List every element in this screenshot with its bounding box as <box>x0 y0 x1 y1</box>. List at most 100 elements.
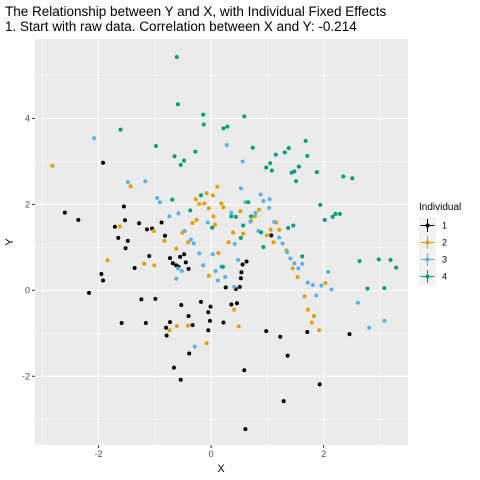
data-point-individual-3 <box>232 284 237 289</box>
data-point-individual-1 <box>179 302 184 307</box>
data-point-individual-1 <box>178 254 183 259</box>
data-point-individual-2 <box>252 214 257 219</box>
data-point-individual-2 <box>241 231 246 236</box>
data-point-individual-4 <box>296 164 301 169</box>
data-point-individual-1 <box>76 217 81 222</box>
data-point-individual-2 <box>323 281 328 286</box>
data-point-individual-3 <box>272 220 277 225</box>
data-point-individual-1 <box>244 259 249 264</box>
legend-key-point <box>425 223 430 228</box>
data-point-individual-3 <box>326 269 331 274</box>
data-point-individual-4 <box>318 202 323 207</box>
data-point-individual-1 <box>285 353 290 358</box>
data-point-individual-4 <box>388 257 393 262</box>
data-point-individual-4 <box>210 225 215 230</box>
data-point-individual-1 <box>168 320 173 325</box>
data-point-individual-3 <box>125 180 130 185</box>
data-point-individual-3 <box>192 344 197 349</box>
data-point-individual-2 <box>277 227 282 232</box>
data-point-individual-4 <box>198 193 203 198</box>
data-point-individual-1 <box>171 365 176 370</box>
data-point-individual-1 <box>153 296 158 301</box>
data-point-individual-1 <box>164 333 169 338</box>
data-point-individual-4 <box>322 217 327 222</box>
data-point-individual-2 <box>142 261 147 266</box>
data-point-individual-3 <box>182 229 187 234</box>
data-point-individual-2 <box>232 307 237 312</box>
data-point-individual-2 <box>50 163 55 168</box>
data-point-individual-2 <box>271 240 276 245</box>
data-point-individual-2 <box>238 209 243 214</box>
data-point-individual-2 <box>194 217 199 222</box>
data-point-individual-1 <box>269 233 274 238</box>
data-point-individual-4 <box>330 214 335 219</box>
data-point-individual-4 <box>225 124 230 129</box>
data-point-individual-2 <box>295 275 300 280</box>
data-point-individual-1 <box>242 368 247 373</box>
legend-item-4: 4 <box>419 268 447 285</box>
chart-subtitle: 1. Start with raw data. Correlation betw… <box>5 19 357 34</box>
data-point-individual-3 <box>280 241 285 246</box>
data-point-individual-3 <box>92 136 97 141</box>
data-point-individual-1 <box>190 323 195 328</box>
data-point-individual-4 <box>250 145 255 150</box>
plot-panel <box>35 39 408 445</box>
data-point-individual-4 <box>259 230 264 235</box>
data-point-individual-1 <box>206 328 211 333</box>
data-point-individual-4 <box>182 158 187 163</box>
data-point-individual-3 <box>238 186 243 191</box>
data-point-individual-4 <box>286 226 291 231</box>
data-point-individual-4 <box>376 257 381 262</box>
data-point-individual-4 <box>201 122 206 127</box>
data-point-individual-1 <box>198 299 203 304</box>
data-point-individual-1 <box>159 220 164 225</box>
data-point-individual-4 <box>261 244 266 249</box>
data-point-individual-3 <box>367 325 372 330</box>
data-point-individual-4 <box>291 223 296 228</box>
y-tick-label: 2 <box>25 199 30 209</box>
data-point-individual-1 <box>206 310 211 315</box>
data-point-individual-3 <box>329 287 334 292</box>
legend-label: 3 <box>442 255 447 265</box>
data-point-individual-2 <box>167 328 172 333</box>
data-point-individual-3 <box>319 283 324 288</box>
data-point-individual-3 <box>232 241 237 246</box>
data-point-individual-2 <box>186 240 191 245</box>
data-point-individual-1 <box>147 253 152 258</box>
data-point-individual-1 <box>305 330 310 335</box>
data-point-individual-3 <box>300 261 305 266</box>
data-point-individual-1 <box>178 377 183 382</box>
legend-key-point <box>425 257 430 262</box>
data-point-individual-1 <box>99 272 104 277</box>
data-point-individual-4 <box>382 286 387 291</box>
data-point-individual-2 <box>312 314 317 319</box>
data-point-individual-4 <box>220 264 225 269</box>
x-axis-title: X <box>217 463 225 475</box>
data-point-individual-1 <box>347 332 352 337</box>
data-point-individual-1 <box>139 297 144 302</box>
data-point-individual-1 <box>123 218 128 223</box>
data-point-individual-1 <box>170 261 175 266</box>
data-point-individual-2 <box>206 273 211 278</box>
data-point-individual-2 <box>128 184 133 189</box>
data-point-individual-1 <box>162 233 167 238</box>
data-point-individual-1 <box>182 252 187 257</box>
data-point-individual-3 <box>258 192 263 197</box>
data-point-individual-4 <box>264 165 269 170</box>
data-point-individual-4 <box>337 211 342 216</box>
data-point-individual-1 <box>121 204 126 209</box>
data-point-individual-3 <box>305 280 310 285</box>
data-point-individual-4 <box>394 265 399 270</box>
data-point-individual-3 <box>210 252 215 257</box>
data-point-individual-3 <box>288 256 293 261</box>
data-point-individual-3 <box>277 235 282 240</box>
data-point-individual-4 <box>294 179 299 184</box>
data-point-individual-2 <box>317 328 322 333</box>
data-point-individual-4 <box>269 168 274 173</box>
data-point-individual-1 <box>183 260 188 265</box>
data-point-individual-4 <box>172 154 177 159</box>
data-point-individual-2 <box>236 324 241 329</box>
data-point-individual-4 <box>292 169 297 174</box>
data-point-individual-1 <box>101 160 106 165</box>
